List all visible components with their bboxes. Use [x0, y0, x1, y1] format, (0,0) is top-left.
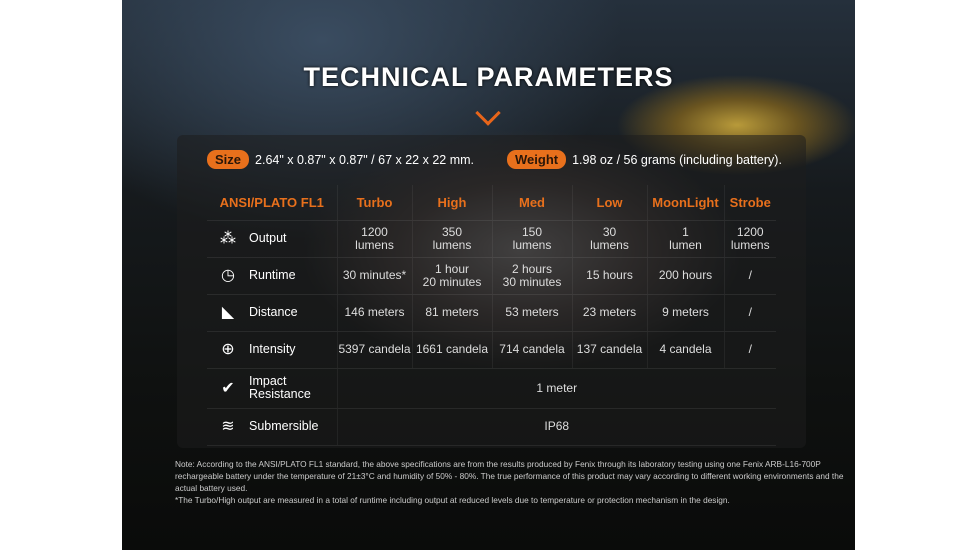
table-cell: 30 minutes* [336, 257, 412, 295]
size-badge: Size [207, 150, 250, 169]
table-cell: / [723, 331, 776, 369]
table-header-row: ANSI/PLATO FL1 Turbo High Med Low MoonLi… [207, 185, 776, 221]
impact-icon: ✔ [221, 379, 235, 397]
page-title: TECHNICAL PARAMETERS [303, 62, 674, 92]
table-row: ⁂ Output 1200 lumens 350 lumens 150 lumens 30… [207, 220, 776, 258]
table-cell: 1200 lumens [723, 220, 776, 258]
row-label: ◷ Runtime [207, 257, 337, 295]
column-header: Turbo [336, 185, 412, 221]
table-cell: 53 meters [491, 294, 572, 332]
row-label-text: Distance [249, 305, 298, 320]
table-cell: 150 lumens [491, 220, 572, 258]
table-cell: / [723, 294, 776, 332]
light-burst-icon: ⁂ [220, 230, 236, 248]
target-icon: ⊕ [221, 341, 235, 359]
table-row: ✔ Impact Resistance 1 meter [207, 368, 776, 409]
row-label-text: Output [249, 231, 287, 246]
table-cell: 15 hours [571, 257, 647, 295]
table-cell: 4 candela [646, 331, 724, 369]
chevron-down-icon [475, 100, 501, 126]
table-cell: 30 lumens [571, 220, 647, 258]
note-asterisk: *The Turbo/High output are measured in a… [175, 495, 730, 505]
table-cell: 81 meters [411, 294, 492, 332]
row-label: ✔ Impact Resistance [207, 368, 337, 409]
weight-badge: Weight [507, 150, 567, 169]
row-label: ≋ Submersible [207, 408, 337, 446]
table-cell: 1 hour 20 minutes [411, 257, 492, 295]
table-row: ◷ Runtime 30 minutes* 1 hour 20 minutes 2 ho… [207, 257, 776, 295]
table-cell: / [723, 257, 776, 295]
background-photo: TECHNICAL PARAMETERS Size 2.64" x 0.87" … [122, 0, 855, 550]
table-cell: 200 hours [646, 257, 724, 295]
table-cell: 9 meters [646, 294, 724, 332]
table-row: ◣ Distance 146 meters 81 meters 53 meters 23 … [207, 294, 776, 332]
weight-value: 1.98 oz / 56 grams (including battery). [572, 152, 782, 167]
row-label: ⊕ Intensity [207, 331, 337, 369]
spec-card: Size 2.64" x 0.87" x 0.87" / 67 x 22 x 2… [177, 135, 806, 448]
table-cell: 2 hours 30 minutes [491, 257, 572, 295]
spec-table: ANSI/PLATO FL1 Turbo High Med Low MoonLi… [207, 185, 776, 446]
footnote: Note: According to the ANSI/PLATO FL1 st… [175, 458, 855, 506]
column-header: Strobe [723, 185, 776, 221]
row-label: ◣ Distance [207, 294, 337, 332]
column-header: Low [571, 185, 647, 221]
table-cell: 137 candela [571, 331, 647, 369]
size-spec: Size 2.64" x 0.87" x 0.87" / 67 x 22 x 2… [207, 150, 474, 169]
beam-icon: ◣ [221, 304, 235, 322]
row-label: ⁂ Output [207, 220, 337, 258]
table-cell: 1 meter [336, 368, 776, 409]
table-cell: 714 candela [491, 331, 572, 369]
table-cell: IP68 [336, 408, 776, 446]
weight-spec: Weight 1.98 oz / 56 grams (including bat… [507, 150, 782, 169]
row-label-text: Intensity [249, 342, 296, 357]
column-header: MoonLight [646, 185, 724, 221]
table-cell: 1661 candela [411, 331, 492, 369]
column-header: Med [491, 185, 572, 221]
water-icon: ≋ [221, 418, 235, 436]
size-value: 2.64" x 0.87" x 0.87" / 67 x 22 x 22 mm. [255, 152, 474, 167]
row-label-text: Runtime [249, 268, 296, 283]
row-label-text: Submersible [249, 419, 319, 434]
column-header: ANSI/PLATO FL1 [207, 185, 337, 221]
table-cell: 350 lumens [411, 220, 492, 258]
table-cell: 146 meters [336, 294, 412, 332]
table-cell: 23 meters [571, 294, 647, 332]
table-row: ⊕ Intensity 5397 candela 1661 candela 714 ca… [207, 331, 776, 369]
note-text: Note: According to the ANSI/PLATO FL1 st… [175, 459, 844, 493]
row-label-text: Impact Resistance [249, 374, 311, 401]
table-cell: 5397 candela [336, 331, 412, 369]
table-cell: 1 lumen [646, 220, 724, 258]
column-header: High [411, 185, 492, 221]
clock-icon: ◷ [221, 267, 235, 285]
table-row: ≋ Submersible IP68 [207, 408, 776, 446]
table-cell: 1200 lumens [336, 220, 412, 258]
